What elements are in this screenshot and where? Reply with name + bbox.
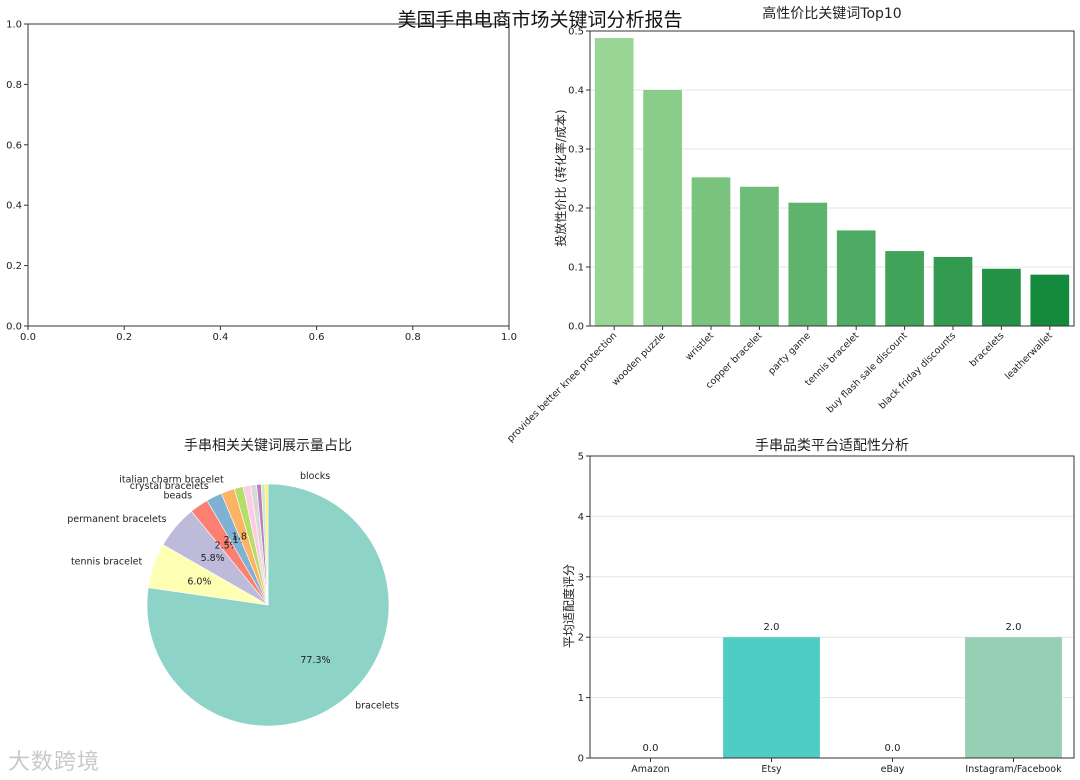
platform-axes-frame	[589, 455, 1075, 759]
platform-bar-panel: 手串品类平台适配性分析 平均适配度评分 0 1 2 3 4 5 0.0 Amazon 2.0 Et…	[561, 438, 1075, 775]
top10-y-tick-label: 0.0	[568, 322, 584, 333]
top10-bar-panel: 高性价比关键词Top10 投放性价比 (转化率/成本) 0.0 0.1 0.2 0.3…	[505, 5, 1075, 445]
pie-pct-label: 1.8%	[232, 532, 256, 543]
empty-x-tick-label: 1.0	[501, 332, 517, 343]
pie-pct-label: 2.1%	[224, 535, 248, 546]
platform-y-tick-label: 0	[578, 754, 584, 765]
empty-x-tick-label: 0.8	[405, 332, 421, 343]
platform-bar	[965, 637, 1062, 758]
top10-x-tick-label: bracelets	[968, 330, 1007, 369]
platform-value-label: 0.0	[885, 743, 901, 754]
empty-y-tick-label: 0.6	[6, 140, 22, 151]
empty-y-tick-label: 0.4	[6, 201, 22, 212]
top10-x-tick-label: wristlet	[683, 330, 716, 363]
platform-value-label: 2.0	[764, 622, 780, 633]
platform-y-tick-label: 3	[578, 572, 584, 583]
empty-x-tick-label: 0.2	[116, 332, 132, 343]
top10-x-tick-label: party game	[766, 330, 813, 377]
empty-axes-frame	[27, 23, 510, 327]
empty-y-tick-label: 1.0	[6, 20, 22, 31]
watermark-logo: 大数跨境	[8, 750, 101, 775]
pie-slice-label: permanent bracelets	[67, 514, 166, 525]
report-title: 美国手串电商市场关键词分析报告	[397, 9, 683, 31]
empty-y-tick-label: 0.0	[6, 322, 22, 333]
top10-bar	[740, 186, 779, 326]
keyword-pie-panel: 手串相关关键词展示量占比 77.3% bracelets 6.0% tennis br…	[67, 438, 399, 727]
top10-y-tick-label: 0.4	[568, 86, 584, 97]
top10-bar	[982, 268, 1021, 326]
pie-pct-label: 77.3%	[300, 655, 330, 666]
pie-slice-label: italian charm bracelet	[119, 474, 224, 485]
top10-bar	[788, 202, 828, 326]
empty-axes-panel: 0.0 0.2 0.4 0.6 0.8 1.0 0.0 0.2 0.4 0.6 0.8 1.0	[6, 20, 517, 344]
pie-title: 手串相关关键词展示量占比	[184, 438, 352, 454]
empty-y-tick-label: 0.2	[6, 261, 22, 272]
platform-x-tick-label: Etsy	[761, 764, 782, 775]
top10-x-tick-label: provides better knee protection	[505, 330, 619, 444]
platform-x-tick-label: eBay	[881, 764, 905, 775]
top10-bar	[594, 38, 634, 327]
top10-x-tick-label: wooden puzzle	[610, 330, 668, 388]
platform-title: 手串品类平台适配性分析	[755, 438, 909, 454]
platform-ylabel: 平均适配度评分	[561, 564, 576, 648]
pie-overlap-label: blocks	[300, 471, 330, 482]
platform-x-tick-label: Instagram/Facebook	[965, 764, 1062, 775]
top10-bar	[643, 90, 682, 326]
pie-slice-label: bracelets	[355, 701, 399, 712]
empty-x-tick-label: 0.4	[212, 332, 228, 343]
top10-axes-frame	[589, 30, 1075, 327]
top10-y-tick-label: 0.2	[568, 204, 584, 215]
top10-bar	[885, 251, 924, 326]
pie-pct-label: 2.5%	[215, 540, 239, 551]
top10-ylabel: 投放性价比 (转化率/成本)	[553, 109, 568, 246]
empty-x-tick-label: 0.6	[309, 332, 325, 343]
top10-y-tick-label: 0.3	[568, 145, 584, 156]
platform-y-tick-label: 5	[578, 452, 584, 463]
platform-y-tick-label: 2	[578, 633, 584, 644]
pie-slice-label: beads	[163, 491, 192, 502]
pie-pct-label: 6.0%	[187, 576, 211, 587]
top10-x-tick-label: leatherwallet	[1003, 330, 1055, 382]
top10-bar	[1030, 274, 1070, 326]
pie-slice-label: crystal bracelets	[130, 481, 209, 492]
top10-x-tick-label: buy flash sale discount	[825, 330, 910, 415]
platform-value-label: 0.0	[643, 743, 659, 754]
top10-title: 高性价比关键词Top10	[762, 5, 901, 22]
top10-bar	[933, 256, 973, 326]
platform-x-tick-label: Amazon	[631, 764, 669, 775]
platform-bar	[723, 637, 820, 758]
top10-bar	[836, 230, 876, 326]
platform-y-tick-label: 4	[578, 512, 584, 523]
empty-y-tick-label: 0.8	[6, 80, 22, 91]
top10-y-tick-label: 0.5	[568, 27, 584, 38]
pie-slice-label: tennis bracelet	[71, 556, 143, 567]
platform-y-tick-label: 1	[578, 693, 584, 704]
platform-value-label: 2.0	[1006, 622, 1022, 633]
top10-y-tick-label: 0.1	[568, 263, 584, 274]
top10-bar	[691, 177, 731, 326]
pie-slice	[264, 483, 269, 606]
empty-x-tick-label: 0.0	[20, 332, 36, 343]
pie-pct-label: 5.8%	[201, 553, 225, 564]
